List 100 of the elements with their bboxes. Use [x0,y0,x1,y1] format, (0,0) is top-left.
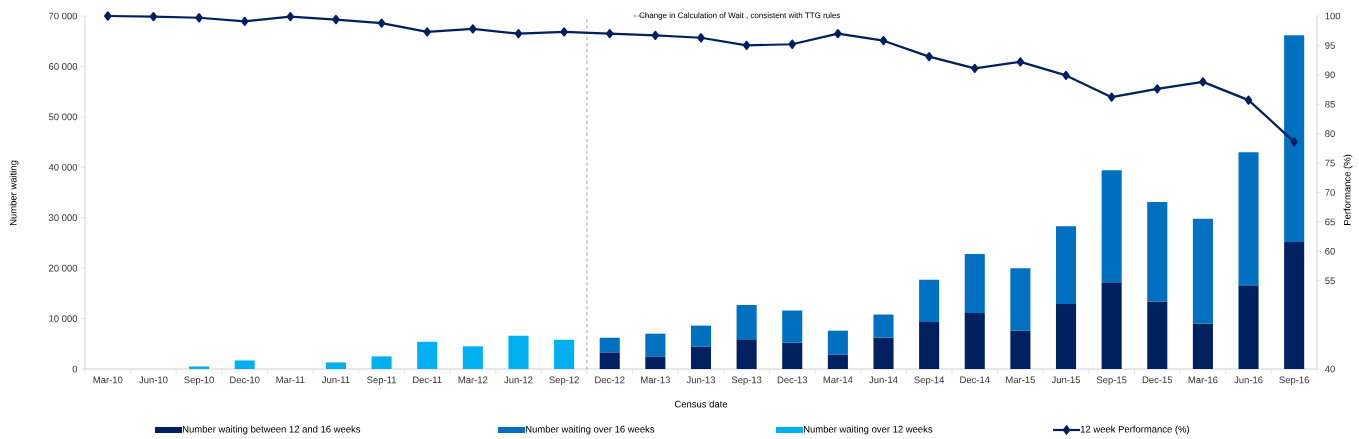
point [423,27,431,37]
point [697,33,705,43]
bar [1284,35,1305,242]
point [104,11,112,21]
x-tick-label: Dec-15 [1142,376,1173,384]
y-tick-label: 50 000 [48,113,78,121]
bar [690,325,712,347]
point [971,63,979,73]
y2-tick-label: 90 [1325,71,1335,79]
point [195,13,203,23]
point [1062,70,1070,81]
y-axis-title: Number waiting [9,160,19,226]
point [1290,137,1298,147]
x-tick-label: Sep-15 [1096,376,1127,386]
x-tick-label: Jun-16 [1234,376,1263,384]
x-tick-label: Mar-12 [458,376,488,384]
bar [189,366,210,369]
bar [782,342,803,369]
point [879,36,888,46]
point [834,29,842,39]
x-tick-label: Jun-11 [321,376,350,384]
x-tick-label: Dec-14 [960,376,990,384]
bar [827,354,848,369]
bar [1101,282,1122,369]
bar [417,341,438,369]
point [149,11,158,22]
x-tick-label: Sep-11 [367,376,397,386]
point [1016,57,1025,67]
bar [554,339,575,369]
y-tick-label: 60 000 [49,63,78,70]
bar [645,356,666,369]
point [514,29,523,39]
x-tick-label: Dec-13 [777,376,808,384]
point [240,16,249,26]
bar [873,314,894,338]
x-tick-label: Dec-10 [230,376,260,384]
bar [1238,152,1259,286]
x-tick-label: Jun-15 [1051,376,1081,384]
bar [964,254,985,314]
y2-tick-label: 75 [1325,159,1335,167]
bar [1284,241,1305,369]
bar [508,335,529,369]
bar [827,330,848,355]
bar [1192,218,1213,324]
bar [873,337,894,369]
y2-tick-label: 55 [1325,277,1335,285]
x-tick-label: Mar-11 [276,376,305,384]
bar [462,346,483,369]
y-tick-label: 0 [72,365,78,373]
x-tick-label: Sep-12 [549,376,579,386]
bar [234,360,255,369]
x-tick-label: Dec-12 [595,376,625,384]
x-tick-label: Dec-11 [413,376,442,384]
x-tick-label: Sep-10 [184,376,214,386]
y-tick-label: 30 000 [48,214,78,222]
y2-tick-label: 80 [1325,130,1335,138]
y-tick-label: 20 000 [49,264,78,272]
y2-axis-title: Performance (%) [1343,154,1353,225]
bar [1055,226,1077,304]
point [925,51,933,62]
point [377,18,386,28]
x-tick-label: Jun-14 [869,376,898,384]
bar [1147,202,1168,302]
point [286,11,295,22]
point [1107,92,1116,102]
y2-tick-label: 65 [1325,218,1335,226]
x-tick-label: Mar-13 [641,376,670,384]
x-tick-label: Mar-15 [1006,376,1035,384]
bar [1055,303,1077,369]
y2-tick-label: 95 [1325,42,1335,49]
bar [1010,330,1031,369]
y-tick-label: 70 000 [49,12,78,20]
bar [736,304,757,340]
bar [736,339,757,369]
bar [1101,170,1122,283]
bar [371,356,392,369]
point [1199,77,1207,87]
bar [599,337,620,353]
point [742,40,751,51]
bar [919,279,940,323]
x-axis-title: Census date [674,400,728,408]
x-tick-label: Jun-13 [686,376,716,384]
y2-tick-label: 60 [1325,247,1335,255]
point [788,39,796,49]
bar [645,333,666,357]
bar [690,346,712,369]
y-tick-label: 10 000 [49,315,78,322]
point [332,14,340,25]
legend-label: 12 week Performance (%) [1080,425,1190,435]
x-tick-label: Jun-10 [139,376,168,384]
bar [325,362,346,369]
y-tick-label: 40 000 [48,163,78,171]
x-tick-label: Sep-14 [914,376,945,386]
bar [782,310,803,343]
point [560,27,568,37]
y2-tick-label: 85 [1325,100,1335,108]
x-tick-label: Sep-13 [731,376,762,386]
point [1244,95,1253,105]
legend-label: Number waiting over 12 weeks [803,425,933,435]
y2-tick-label: 100 [1325,12,1341,20]
